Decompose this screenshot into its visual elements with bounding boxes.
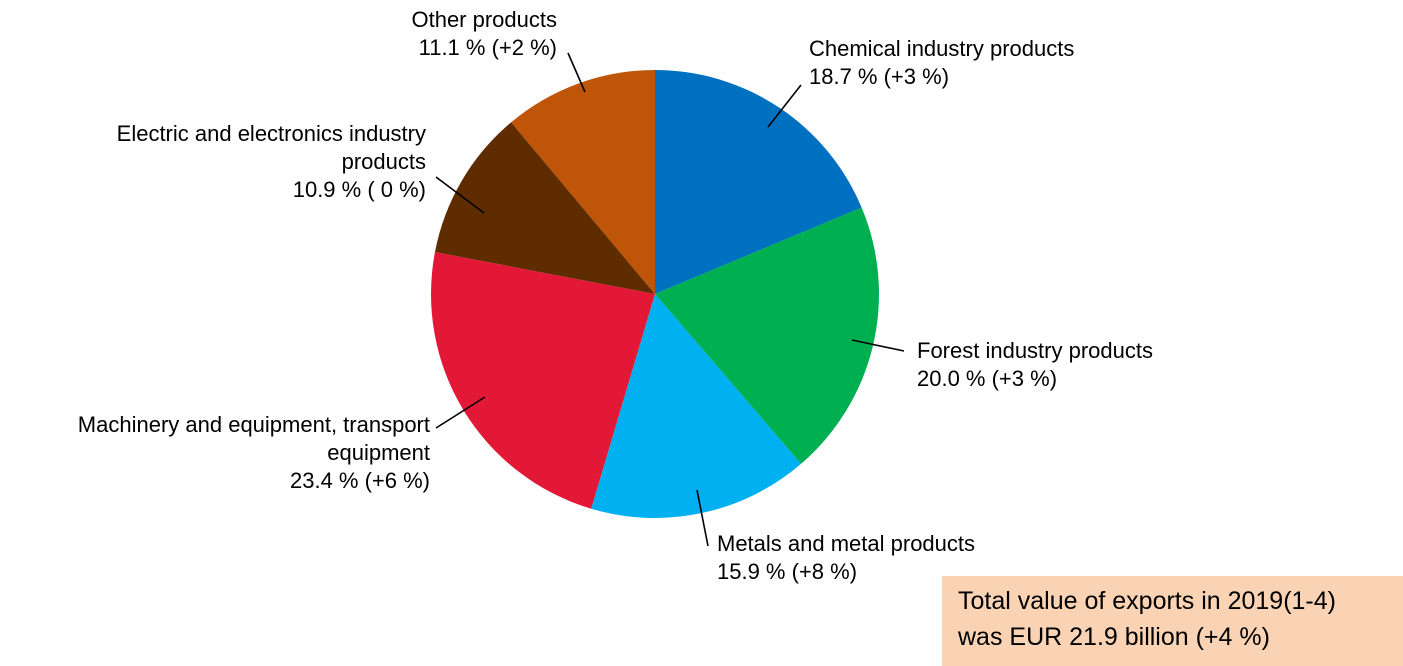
pie-slice-electric-and-electronics: [434, 122, 655, 294]
total-exports-line-2: was EUR 21.9 billion (+4 %): [958, 623, 1270, 651]
leader-line-machinery-and-equipment: [435, 396, 486, 429]
pie-slice-chemical-industry-products: [655, 70, 862, 294]
slice-label-forest-industry-products: Forest industry products 20.0 % (+3 %): [917, 338, 1153, 391]
slice-value-text: 11.1 % (+2 %): [419, 35, 557, 60]
pie-slice-metals-and-metal-products: [591, 294, 802, 518]
pie-slices: [431, 70, 879, 518]
slice-label-line: Machinery and equipment, transport: [78, 412, 430, 437]
pie-slice-other-products: [511, 70, 655, 294]
slice-label-machinery-and-equipment: Machinery and equipment, transport equipm…: [78, 412, 430, 493]
slice-label-metals-and-metal-products: Metals and metal products 15.9 % (+8 %): [717, 531, 975, 584]
slice-label-line: Chemical industry products: [809, 36, 1074, 61]
pie-slice-machinery-and-equipment: [431, 252, 655, 509]
leader-line-other-products: [567, 52, 586, 93]
leader-line-electric-and-electronics: [435, 176, 485, 214]
slice-label-line: equipment: [327, 440, 430, 465]
slice-label-line: Metals and metal products: [717, 531, 975, 556]
total-exports-line-1: Total value of exports in 2019(1-4): [958, 587, 1336, 615]
pie-slice-forest-industry-products: [655, 207, 879, 464]
slice-value-text: 15.9 % (+8 %): [717, 559, 857, 584]
leader-line-forest-industry-products: [851, 339, 905, 352]
slice-label-line: Other products: [411, 7, 557, 32]
slice-value-text: 20.0 % (+3 %): [917, 366, 1057, 391]
slice-value-text: 23.4 % (+6 %): [290, 468, 430, 493]
slice-label-line: products: [342, 149, 426, 174]
leader-line-chemical-industry-products: [767, 84, 802, 128]
leader-line-metals-and-metal-products: [696, 489, 709, 547]
slice-label-chemical-industry-products: Chemical industry products 18.7 % (+3 %): [809, 36, 1074, 89]
total-exports-box: Total value of exports in 2019(1-4) was …: [942, 576, 1403, 666]
slice-label-line: Electric and electronics industry: [117, 121, 426, 146]
slice-label-line: Forest industry products: [917, 338, 1153, 363]
slice-value-text: 18.7 % (+3 %): [809, 64, 949, 89]
slice-label-electric-and-electronics: Electric and electronics industry product…: [117, 121, 426, 202]
slice-value-text: 10.9 % ( 0 %): [293, 177, 426, 202]
slice-label-other-products: Other products 11.1 % (+2 %): [411, 7, 557, 60]
